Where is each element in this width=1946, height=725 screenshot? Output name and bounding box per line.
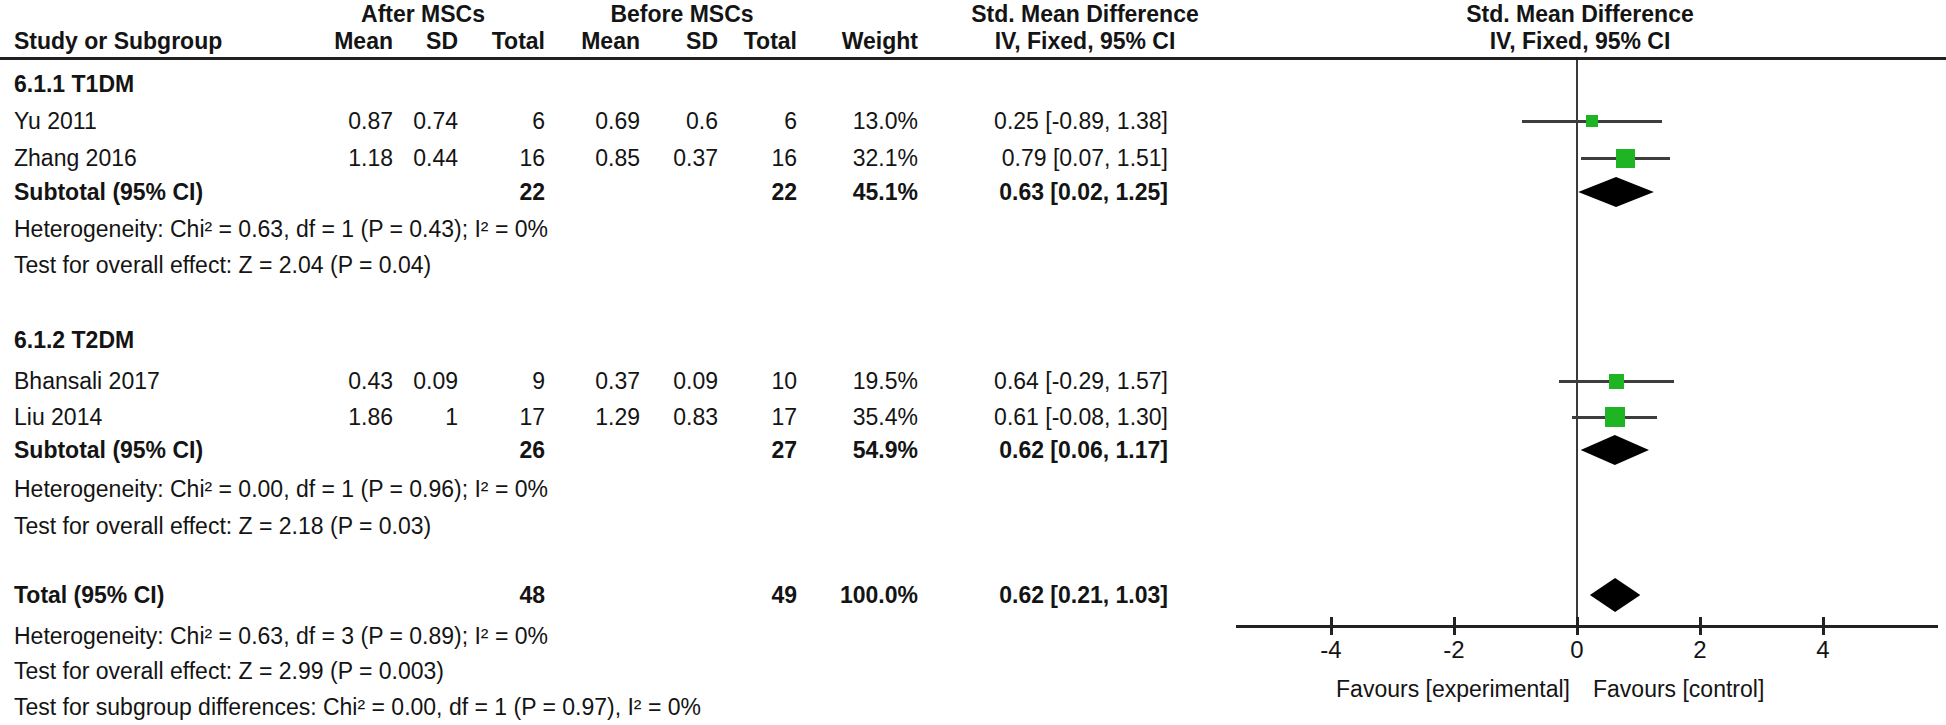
axis-tick [1699,617,1702,635]
heterogeneity-text: Heterogeneity: Chi² = 0.63, df = 1 (P = … [14,213,954,245]
effect-square [1616,149,1635,168]
ci-cell: 0.62 [0.21, 1.03] [935,579,1168,611]
axis-tick-label: -2 [1424,636,1484,664]
ci-cell: 0.61 [-0.08, 1.30] [935,401,1168,433]
mean-after-cell: 0.87 [273,105,393,137]
total-before-cell: 27 [722,434,797,466]
subtotal-label: Subtotal (95% CI) [14,434,304,466]
sd-after-header: SD [398,27,458,59]
ci-cell: 0.25 [-0.89, 1.38] [935,105,1168,137]
mean-before-cell: 0.69 [520,105,640,137]
subgroup-title-t2dm: 6.1.2 T2DM [0,324,1946,356]
total-after-cell: 48 [465,579,545,611]
total-before-cell: 17 [722,401,797,433]
subtotal-row: Subtotal (95% CI) 26 27 54.9% 0.62 [0.06… [0,434,1946,466]
header-divider [0,57,1946,60]
mean-before-cell: 1.29 [520,401,640,433]
mean-after-cell: 1.18 [273,142,393,174]
sd-after-cell: 1 [398,401,458,433]
sd-after-cell: 0.44 [398,142,458,174]
mean-after-cell: 0.43 [273,365,393,397]
total-label: Total (95% CI) [14,579,304,611]
subgroup-title-label: 6.1.2 T2DM [14,324,304,356]
total-before-cell: 22 [722,176,797,208]
axis-tick [1330,617,1333,635]
heterogeneity-text: Heterogeneity: Chi² = 0.00, df = 1 (P = … [14,473,954,505]
study-name: Yu 2011 [14,105,304,137]
mean-after-cell: 1.86 [273,401,393,433]
favours-control-label: Favours [control] [1593,674,1853,704]
total-row: Total (95% CI) 48 49 100.0% 0.62 [0.21, … [0,579,1946,611]
sd-before-cell: 0.6 [648,105,718,137]
weight-header: Weight [818,27,918,59]
total-before-cell: 6 [722,105,797,137]
effect-square [1605,407,1625,427]
overall-effect-text: Test for overall effect: Z = 2.04 (P = 0… [14,249,954,281]
ci-cell: 0.79 [0.07, 1.51] [935,142,1168,174]
header-row-columns: Study or Subgroup Mean SD Total Mean SD … [0,27,1946,55]
heterogeneity-row: Heterogeneity: Chi² = 0.63, df = 1 (P = … [0,213,1946,245]
overall-effect-row: Test for overall effect: Z = 2.04 (P = 0… [0,249,1946,281]
ci-method-header-right: IV, Fixed, 95% CI [1430,27,1730,59]
mean-after-header: Mean [273,27,393,59]
overall-effect-text: Test for overall effect: Z = 2.99 (P = 0… [14,655,954,687]
weight-cell: 35.4% [818,401,918,433]
sd-before-header: SD [648,27,718,59]
favours-experimental-label: Favours [experimental] [1240,674,1570,704]
total-before-cell: 10 [722,365,797,397]
total-after-cell: 22 [465,176,545,208]
zero-reference-line [1576,60,1578,625]
axis-tick [1822,617,1825,635]
axis-tick-label: 2 [1670,636,1730,664]
total-before-cell: 16 [722,142,797,174]
weight-cell: 19.5% [818,365,918,397]
total-before-cell: 49 [722,579,797,611]
ci-cell: 0.64 [-0.29, 1.57] [935,365,1168,397]
subtotal-label: Subtotal (95% CI) [14,176,304,208]
study-name: Bhansali 2017 [14,365,304,397]
axis-tick [1453,617,1456,635]
sd-before-cell: 0.83 [648,401,718,433]
forest-plot-figure: After MSCs Before MSCs Std. Mean Differe… [0,0,1946,725]
total-after-cell: 26 [465,434,545,466]
mean-before-cell: 0.37 [520,365,640,397]
total-before-header: Total [722,27,797,59]
axis-tick-label: 0 [1547,636,1607,664]
subgroup-title-label: 6.1.1 T1DM [14,68,304,100]
overall-effect-row: Test for overall effect: Z = 2.18 (P = 0… [0,510,1946,542]
effect-square [1586,115,1598,127]
study-name: Zhang 2016 [14,142,304,174]
ci-cell: 0.62 [0.06, 1.17] [935,434,1168,466]
mean-before-header: Mean [520,27,640,59]
ci-method-header-left: IV, Fixed, 95% CI [935,27,1235,59]
sd-after-cell: 0.74 [398,105,458,137]
weight-cell: 13.0% [818,105,918,137]
study-name: Liu 2014 [14,401,304,433]
weight-cell: 54.9% [818,434,918,466]
axis-tick-label: -4 [1301,636,1361,664]
heterogeneity-row: Heterogeneity: Chi² = 0.00, df = 1 (P = … [0,473,1946,505]
study-column-header: Study or Subgroup [14,27,304,59]
ci-cell: 0.63 [0.02, 1.25] [935,176,1168,208]
subgroup-difference-text: Test for subgroup differences: Chi² = 0.… [14,691,1114,723]
sd-before-cell: 0.37 [648,142,718,174]
sd-after-cell: 0.09 [398,365,458,397]
overall-effect-text: Test for overall effect: Z = 2.18 (P = 0… [14,510,954,542]
weight-cell: 32.1% [818,142,918,174]
mean-before-cell: 0.85 [520,142,640,174]
weight-cell: 45.1% [818,176,918,208]
subtotal-row: Subtotal (95% CI) 22 22 45.1% 0.63 [0.02… [0,176,1946,208]
header-row-groups: After MSCs Before MSCs Std. Mean Differe… [0,0,1946,28]
weight-cell: 100.0% [818,579,918,611]
axis-tick [1576,617,1579,635]
effect-square [1609,374,1624,389]
x-axis-line [1236,625,1938,628]
sd-before-cell: 0.09 [648,365,718,397]
axis-tick-label: 4 [1793,636,1853,664]
heterogeneity-text: Heterogeneity: Chi² = 0.63, df = 3 (P = … [14,620,954,652]
subgroup-title-t1dm: 6.1.1 T1DM [0,68,1946,100]
